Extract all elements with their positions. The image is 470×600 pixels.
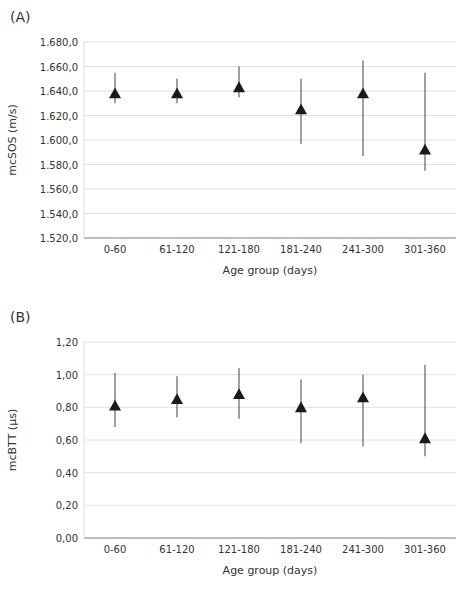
grid-line xyxy=(84,538,456,539)
point xyxy=(357,87,369,98)
x-tick-label: 301-360 xyxy=(404,244,446,255)
point xyxy=(109,87,121,98)
x-tick-label: 241-300 xyxy=(342,544,384,555)
y-tick-label: 0,40 xyxy=(56,468,78,479)
grid-line xyxy=(84,238,456,239)
x-tick-label: 241-300 xyxy=(342,244,384,255)
grid-line xyxy=(84,140,456,141)
point xyxy=(233,81,245,92)
y-tick-label: 1.660,0 xyxy=(40,62,78,73)
point xyxy=(109,400,121,411)
point xyxy=(419,432,431,443)
y-tick-label: 1,00 xyxy=(56,370,78,381)
x-axis-line xyxy=(84,238,456,239)
point xyxy=(233,388,245,399)
grid-line xyxy=(84,374,456,375)
y-tick-label: 1.680,0 xyxy=(40,37,78,48)
marks xyxy=(109,365,431,456)
x-tick-label: 121-180 xyxy=(218,244,260,255)
y-tick-label: 1.620,0 xyxy=(40,111,78,122)
y-tick-label: 0,80 xyxy=(56,402,78,413)
error-bar xyxy=(362,60,364,156)
x-tick-label: 301-360 xyxy=(404,544,446,555)
point xyxy=(171,87,183,98)
y-tick-label: 1,20 xyxy=(56,337,78,348)
panel: (A) 1.520,0 1.540,0 1.560,0 1.580,0 1.600,0 1.… xyxy=(6,9,456,277)
point xyxy=(419,144,431,155)
x-axis-label: Age group (days) xyxy=(223,264,318,277)
point xyxy=(357,392,369,403)
x-tick-label: 0-60 xyxy=(104,544,127,555)
y-axis-line xyxy=(84,42,85,238)
y-tick-label: 1.600,0 xyxy=(40,135,78,146)
x-tick-label: 181-240 xyxy=(280,544,322,555)
point xyxy=(295,401,307,412)
y-tick-label: 0,20 xyxy=(56,500,78,511)
grid-line xyxy=(84,342,456,343)
panel-label: (B) xyxy=(10,309,31,325)
grid-line xyxy=(84,42,456,43)
marks xyxy=(109,60,431,170)
y-tick-label: 0,60 xyxy=(56,435,78,446)
grid-line xyxy=(84,164,456,165)
y-tick-label: 1.520,0 xyxy=(40,233,78,244)
panel-label: (A) xyxy=(10,9,31,25)
y-tick-label: 1.640,0 xyxy=(40,86,78,97)
y-axis-line xyxy=(84,342,85,538)
x-axis-line xyxy=(84,538,456,539)
y-tick-label: 1.560,0 xyxy=(40,184,78,195)
y-tick-label: 0,00 xyxy=(56,533,78,544)
grid-line xyxy=(84,407,456,408)
error-bar xyxy=(362,375,364,447)
y-axis-label: mcSOS (m/s) xyxy=(6,104,19,176)
point xyxy=(171,393,183,404)
grid-line xyxy=(84,505,456,506)
grid-line xyxy=(84,213,456,214)
point xyxy=(295,103,307,114)
grid-line xyxy=(84,189,456,190)
x-tick-label: 0-60 xyxy=(104,244,127,255)
x-tick-label: 181-240 xyxy=(280,244,322,255)
y-axis-label: mcBTT (μs) xyxy=(6,409,19,471)
error-bar xyxy=(424,73,426,171)
grid-line xyxy=(84,115,456,116)
grid-line xyxy=(84,66,456,67)
y-tick-label: 1.540,0 xyxy=(40,209,78,220)
x-axis-label: Age group (days) xyxy=(223,564,318,577)
x-tick-label: 121-180 xyxy=(218,544,260,555)
grid-line xyxy=(84,91,456,92)
x-tick-label: 61-120 xyxy=(159,244,194,255)
panel: (B) 0,00 0,20 0,40 0,60 0,80 1,00 1,20 0-60 61-12… xyxy=(6,309,456,577)
grid-line xyxy=(84,440,456,441)
background xyxy=(0,0,470,600)
y-tick-label: 1.580,0 xyxy=(40,160,78,171)
grid-line xyxy=(84,472,456,473)
chart: (A) 1.520,0 1.540,0 1.560,0 1.580,0 1.600,0 1.… xyxy=(0,0,470,600)
x-tick-label: 61-120 xyxy=(159,544,194,555)
